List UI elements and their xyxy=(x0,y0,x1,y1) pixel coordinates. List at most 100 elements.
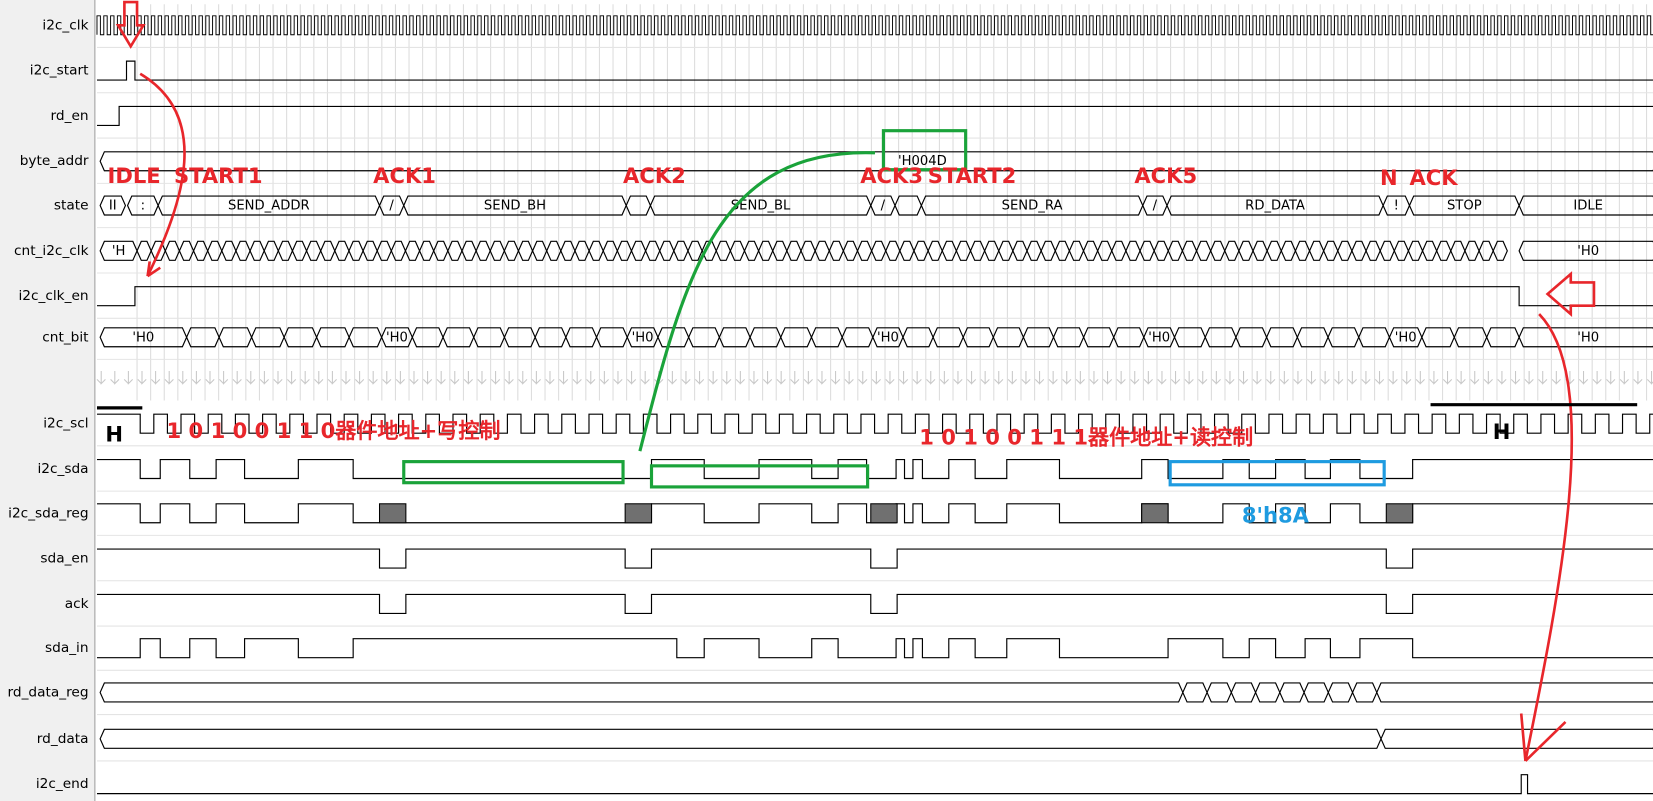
tick-arrow xyxy=(273,370,283,385)
waveform xyxy=(99,728,1382,749)
tick-arrow xyxy=(518,370,528,385)
waveform xyxy=(1436,240,1452,261)
waveform xyxy=(992,327,1025,348)
tick-arrow xyxy=(1007,370,1017,385)
signal-name: ack xyxy=(65,596,89,612)
waveform xyxy=(473,327,506,348)
undefined-bit xyxy=(1385,503,1414,524)
tick-arrow xyxy=(613,370,623,385)
tick-arrow xyxy=(667,370,677,385)
waveform xyxy=(565,327,598,348)
waveform xyxy=(376,240,392,261)
tick-arrow xyxy=(1293,370,1303,385)
waveform xyxy=(588,240,604,261)
annotation: IDLE xyxy=(108,163,161,188)
undefined-bit xyxy=(624,503,653,524)
tick-arrow xyxy=(898,370,909,385)
tick-arrow xyxy=(1238,370,1249,385)
annotation: ACK2 xyxy=(623,163,686,188)
tick-arrow xyxy=(1102,370,1113,385)
tick-arrow xyxy=(572,370,582,385)
arrow-icon xyxy=(1545,271,1596,317)
waveform xyxy=(1294,240,1311,261)
tick-arrow xyxy=(327,370,337,385)
waveform xyxy=(1139,240,1155,261)
tick-arrow xyxy=(762,370,773,385)
bus-value: 'H0 xyxy=(1577,244,1599,259)
waveform xyxy=(475,240,491,261)
tick-arrow xyxy=(1538,370,1548,385)
waveform xyxy=(1054,240,1071,261)
tick-arrow xyxy=(1130,370,1140,385)
tick-arrow xyxy=(1266,370,1276,385)
annotation: H xyxy=(105,421,123,446)
waveform xyxy=(885,240,901,261)
tick-arrow xyxy=(1524,370,1534,385)
tick-arrow xyxy=(178,370,188,385)
waveform xyxy=(1337,240,1353,261)
waveform xyxy=(625,195,652,216)
tick-arrow xyxy=(96,370,106,385)
waveform xyxy=(164,240,181,261)
tick-arrow xyxy=(749,370,759,385)
annotations: IDLE START1 ACK1 ACK2 ACK3 START2 ACK5 N… xyxy=(96,0,1638,762)
waveform xyxy=(1210,240,1226,261)
waveform xyxy=(1173,327,1206,348)
waveform xyxy=(1082,240,1099,261)
waveform xyxy=(595,327,628,348)
tick-arrow xyxy=(123,370,133,385)
waveform xyxy=(644,240,661,261)
waveform xyxy=(362,240,378,261)
waveform xyxy=(1204,327,1237,348)
arrow-curve xyxy=(1519,313,1574,762)
tick-arrow xyxy=(1116,370,1126,385)
bus-value: 'H0 xyxy=(1395,330,1417,345)
tick-arrow xyxy=(586,370,596,385)
tick-arrow xyxy=(558,370,569,385)
tick-arrow xyxy=(1279,370,1289,385)
tick-arrow xyxy=(382,370,392,385)
tick-arrow xyxy=(1592,370,1602,385)
tick-arrow xyxy=(1361,370,1371,385)
bus-value: 'H0 xyxy=(877,330,899,345)
tick-arrow xyxy=(246,370,256,385)
waveform xyxy=(96,286,1653,307)
tick-arrow xyxy=(912,370,922,385)
waveform xyxy=(348,327,383,348)
waveform xyxy=(1113,327,1145,348)
waveform xyxy=(743,240,760,261)
undefined-bit xyxy=(1141,503,1169,524)
waveform xyxy=(969,240,986,261)
tick-arrow xyxy=(219,370,229,385)
waveform xyxy=(96,60,1653,81)
tick-arrow xyxy=(1633,370,1643,385)
bus-value: ! xyxy=(1394,199,1399,214)
waveform xyxy=(249,240,265,261)
undefined-bit xyxy=(378,503,407,524)
tick-arrow xyxy=(599,370,609,385)
tick-arrow xyxy=(205,370,215,385)
tick-arrow xyxy=(232,370,242,385)
signal-name: rd_data xyxy=(37,731,89,747)
waveform xyxy=(96,105,1653,126)
waveform xyxy=(99,682,1184,703)
waveform xyxy=(1125,240,1141,261)
waveform xyxy=(1464,240,1480,261)
tick-arrow xyxy=(395,370,405,385)
tick-arrow xyxy=(966,370,977,385)
waveform xyxy=(461,240,477,261)
tick-arrow xyxy=(1646,370,1653,385)
waveform xyxy=(1450,240,1466,261)
tick-arrow xyxy=(545,370,555,385)
tick-arrow xyxy=(803,370,813,385)
tick-arrow xyxy=(436,370,446,385)
tick-arrow xyxy=(422,370,433,385)
waveform xyxy=(941,240,958,261)
tick-arrow xyxy=(1021,370,1031,385)
waveform xyxy=(1224,240,1240,261)
signal-name: i2c_clk xyxy=(42,17,88,33)
signal-name: rd_data_reg xyxy=(8,684,89,700)
bus-value: 'H xyxy=(112,244,126,259)
